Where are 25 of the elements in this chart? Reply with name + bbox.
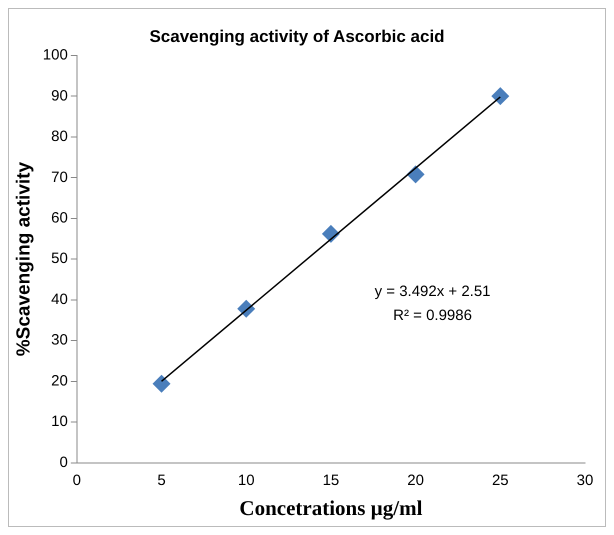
y-tick-label: 60 xyxy=(51,210,68,226)
x-tick-label: 30 xyxy=(576,472,594,489)
y-tick-label: 80 xyxy=(51,128,68,146)
y-tick-label: 40 xyxy=(51,290,68,308)
point xyxy=(491,87,510,106)
x-tick-label: 5 xyxy=(157,472,166,489)
chart-title: Scavenging activity of Ascorbic acid xyxy=(149,26,445,46)
y-tick-label: 100 xyxy=(42,46,68,64)
y-tick-label: 10 xyxy=(51,413,68,430)
annotation: R² = 0.9986 xyxy=(393,306,472,324)
x-tick-label: 25 xyxy=(492,472,509,489)
y-tick-label: 20 xyxy=(51,372,68,390)
x-tick-label: 10 xyxy=(238,472,255,489)
annotation: y = 3.492x + 2.51 xyxy=(374,282,491,300)
y-tick-label: 0 xyxy=(59,454,68,471)
x-tick-label: 0 xyxy=(72,472,81,489)
x-axis-title: Concetrations µg/ml xyxy=(239,496,423,520)
y-tick-label: 70 xyxy=(51,168,68,186)
x-tick-label: 15 xyxy=(322,472,340,489)
point xyxy=(152,374,171,393)
y-tick-label: 90 xyxy=(51,87,68,104)
y-tick-label: 30 xyxy=(51,332,68,349)
y-tick-label: 50 xyxy=(51,250,68,268)
y-axis-title: %Scavenging activity xyxy=(14,162,35,356)
x-tick-label: 20 xyxy=(407,472,424,489)
